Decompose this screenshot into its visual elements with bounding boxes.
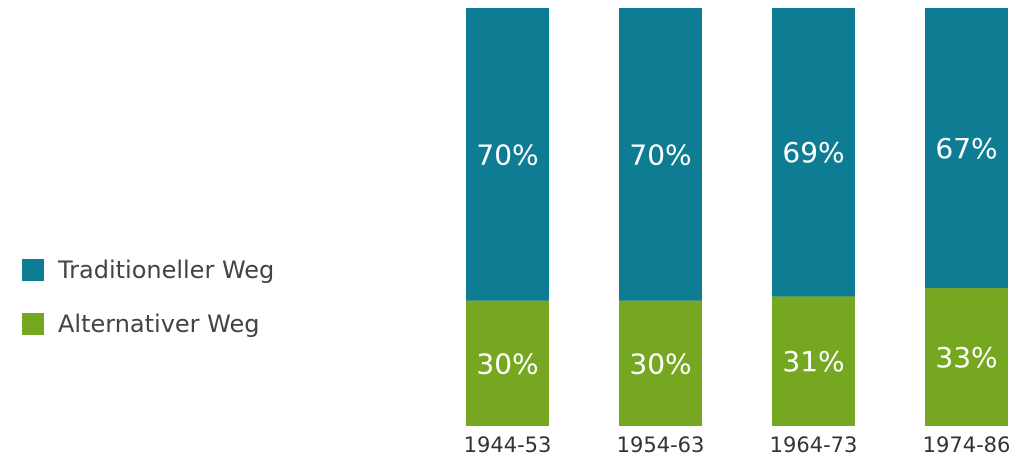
bar-segment — [772, 8, 855, 297]
value-label: 70% — [476, 138, 538, 171]
value-label: 70% — [629, 138, 691, 171]
value-label: 33% — [935, 341, 997, 374]
value-label: 31% — [782, 345, 844, 378]
bar-segment — [619, 8, 702, 301]
value-label: 30% — [629, 347, 691, 380]
bar-segment — [925, 8, 1008, 289]
legend-swatch — [22, 313, 44, 335]
bar-segment — [619, 300, 702, 426]
bar-segment — [772, 296, 855, 426]
legend-label: Alternativer Weg — [58, 310, 260, 338]
x-tick-label: 1974-86 — [923, 433, 1011, 457]
value-label: 67% — [935, 132, 997, 165]
bar-segment — [925, 288, 1008, 426]
value-label: 30% — [476, 347, 538, 380]
x-tick-label: 1954-63 — [617, 433, 705, 457]
bar-segment — [466, 8, 549, 301]
x-tick-label: 1944-53 — [464, 433, 552, 457]
x-tick-label: 1964-73 — [770, 433, 858, 457]
value-label: 69% — [782, 136, 844, 169]
legend-label: Traditioneller Weg — [57, 256, 274, 284]
legend-swatch — [22, 259, 44, 281]
bar-segment — [466, 300, 549, 426]
